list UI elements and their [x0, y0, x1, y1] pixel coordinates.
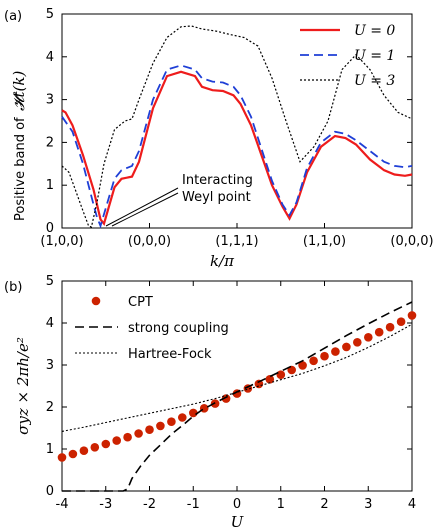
b-cpt-point	[331, 347, 340, 356]
a-legend-label-0: U = 0	[354, 23, 395, 39]
b-cpt-point	[101, 439, 111, 449]
b-cpt-point	[189, 408, 198, 418]
b-xtick-label: -4	[56, 497, 69, 512]
a-ytick-label: 1	[46, 178, 54, 193]
a-legend-label-2: U = 3	[354, 73, 395, 89]
b-cpt-point	[145, 425, 154, 435]
a-series-line-1	[61, 64, 413, 229]
b-xtick-label: 1	[277, 497, 285, 512]
b-xtick-label: 0	[233, 497, 241, 512]
annotation-arrow	[105, 187, 179, 227]
panel-b: (b) 0 1 2 3 4 5 -4 -3 -2 -1 0 1 2 3 4 CPT strong coupli…	[4, 274, 417, 529]
b-ytick-label: 4	[46, 316, 54, 331]
b-cpt-point	[364, 333, 373, 342]
b-cpt-point	[385, 322, 395, 332]
panel-b-ylabel-text: σyz × 2πh/e²	[14, 337, 32, 435]
b-cpt-point	[123, 432, 132, 442]
panel-a-ylabel-text: Positive band of	[13, 117, 28, 221]
a-series-line-0	[61, 70, 413, 227]
panel-a-ylabel: Positive band of 𝓗t(k)	[10, 71, 28, 221]
b-xtick-label: -2	[143, 497, 156, 512]
annotation-line-1: Interacting	[182, 173, 253, 188]
weyl-annotation: Interacting Weyl point	[105, 173, 253, 227]
b-legend-swatch-0	[91, 296, 101, 306]
panel-b-frame	[61, 280, 413, 492]
b-ytick-label: 3	[46, 358, 54, 373]
b-legend-label-1: strong coupling	[128, 321, 229, 336]
b-cpt-point	[342, 342, 351, 352]
a-ytick-label: 5	[46, 7, 54, 22]
b-cpt-point	[156, 421, 165, 431]
panel-b-legend: CPT strong coupling Hartree-Fock	[75, 295, 229, 362]
b-cpt-point	[57, 453, 67, 462]
b-cpt-point	[374, 327, 384, 337]
a-xtick-label: (0,0,0)	[128, 234, 171, 249]
a-xtick-label: (1,0,0)	[40, 234, 83, 249]
a-ytick-label: 4	[46, 50, 54, 65]
b-cpt-point	[265, 375, 275, 384]
panel-a-ylabel-math: 𝓗t(k)	[10, 71, 28, 111]
annotation-line-2: Weyl point	[182, 190, 251, 205]
b-xtick-label: 3	[364, 497, 372, 512]
a-ytick-label: 2	[46, 135, 54, 150]
b-xtick-label: 4	[408, 497, 416, 512]
a-xtick-label: (1,1,0)	[303, 234, 346, 249]
panel-b-ylabel: σyz × 2πh/e²	[14, 337, 32, 435]
a-ytick-label: 0	[46, 221, 54, 236]
b-cpt-point	[298, 361, 307, 370]
b-cpt-point	[407, 311, 417, 320]
b-series-line-1	[62, 301, 413, 492]
panel-a: (a) 0 1 2 3 4 5 (1,0,0) (0,0,0) (1,1,1) (1,1,0) (0…	[4, 7, 434, 270]
a-series-line-2	[61, 25, 413, 228]
panel-a-label: (a)	[4, 9, 22, 24]
b-ytick-label: 2	[46, 400, 54, 415]
panel-b-ticks: 0 1 2 3 4 5 -4 -3 -2 -1 0 1 2 3 4	[46, 274, 416, 512]
b-cpt-point	[178, 413, 187, 422]
panel-a-xlabel: k/π	[210, 252, 235, 270]
b-cpt-point	[167, 417, 176, 427]
b-cpt-point	[309, 356, 318, 366]
b-cpt-point	[276, 370, 286, 380]
b-cpt-point	[353, 338, 362, 347]
b-ytick-label: 5	[46, 274, 54, 289]
panel-b-label: (b)	[4, 280, 22, 295]
a-xtick-label: (0,0,0)	[390, 234, 433, 249]
b-cpt-point	[68, 449, 78, 459]
b-cpt-point	[396, 317, 406, 327]
panel-b-series	[57, 301, 417, 492]
b-legend-label-0: CPT	[128, 295, 153, 310]
a-legend-label-1: U = 1	[354, 48, 395, 64]
b-ytick-label: 1	[46, 442, 54, 457]
b-legend-label-2: Hartree-Fock	[128, 347, 212, 362]
b-cpt-point	[112, 436, 121, 445]
panel-a-legend: U = 0 U = 1 U = 3	[300, 23, 395, 89]
panel-a-series	[61, 25, 413, 229]
panel-a-ticks: 0 1 2 3 4 5 (1,0,0) (0,0,0) (1,1,1) (1,1,0) (0,0,0…	[40, 7, 433, 249]
b-xtick-label: -3	[99, 497, 112, 512]
b-cpt-point	[320, 351, 329, 361]
b-xtick-label: 2	[320, 497, 328, 512]
a-ytick-label: 3	[46, 93, 54, 108]
b-cpt-point	[134, 429, 143, 438]
b-cpt-point	[90, 443, 100, 452]
b-xtick-label: -1	[187, 497, 200, 512]
b-ytick-label: 0	[46, 484, 54, 499]
a-xtick-label: (1,1,1)	[215, 234, 258, 249]
panel-b-xlabel: U	[231, 513, 245, 529]
b-cpt-point	[79, 446, 89, 456]
annotation-arrow-2	[111, 192, 179, 227]
